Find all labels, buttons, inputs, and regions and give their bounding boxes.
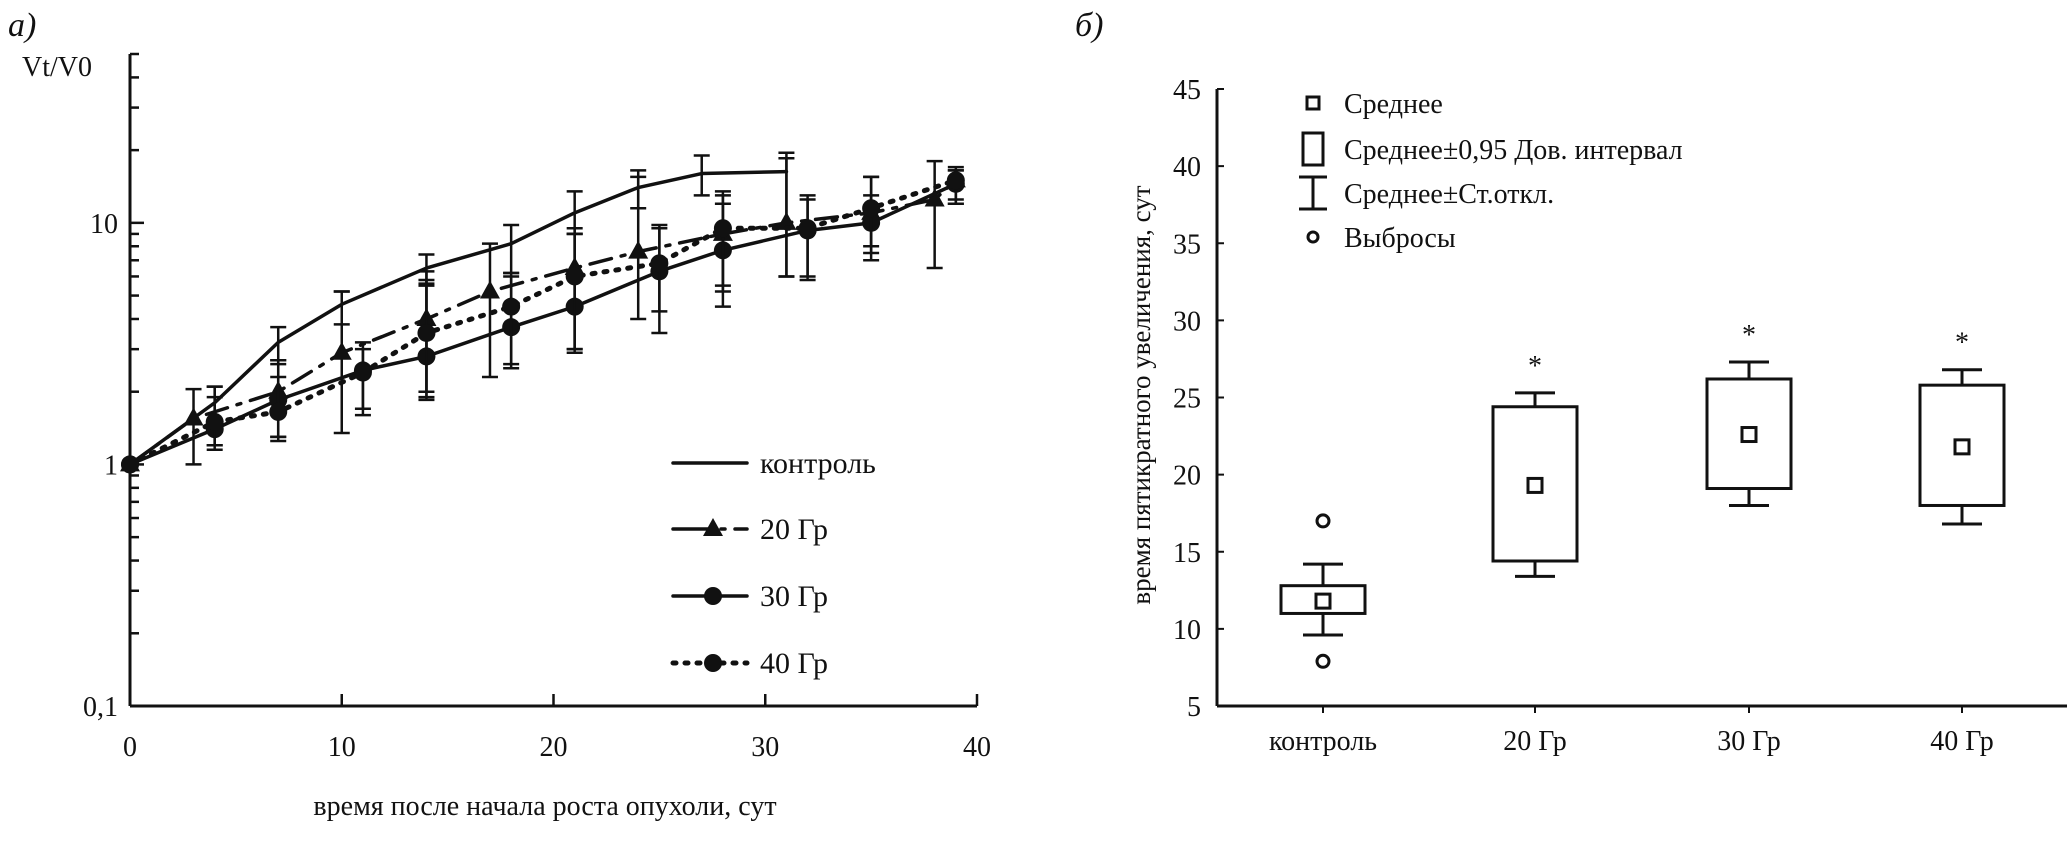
y-tick-label: 0,1 <box>83 692 118 723</box>
panel-a-line-chart: а) Vt/V0 время после начала роста опухол… <box>8 7 991 822</box>
legend-label: 30 Гр <box>760 580 828 613</box>
panel-b-label: б) <box>1075 7 1103 44</box>
data-point <box>798 219 817 238</box>
data-point <box>650 254 669 273</box>
data-point <box>479 280 500 299</box>
x-tick-label: 40 Гр <box>1930 726 1993 757</box>
data-point <box>924 188 945 207</box>
data-point <box>502 297 521 316</box>
data-point <box>353 363 372 382</box>
data-point <box>205 412 224 431</box>
legend-mean-icon <box>1305 95 1321 111</box>
legend-label: контроль <box>760 447 876 480</box>
legend-label: 40 Гр <box>760 647 828 680</box>
series-line <box>128 178 958 467</box>
outlier-marker <box>1315 653 1331 669</box>
series-line <box>128 182 958 467</box>
data-point <box>565 267 584 286</box>
data-point <box>776 211 797 230</box>
outlier-marker <box>1315 513 1331 529</box>
panel-a-ylabel: Vt/V0 <box>22 52 92 83</box>
y-tick-label: 25 <box>1173 384 1201 415</box>
panel-b-ylabel: время пятикратного увеличения, сут <box>1126 185 1156 604</box>
legend-label: Среднее <box>1344 89 1443 120</box>
y-tick-label: 35 <box>1173 229 1201 260</box>
box-1 <box>1279 513 1367 669</box>
data-point <box>331 341 352 360</box>
box-2: * <box>1491 351 1579 578</box>
data-point <box>862 199 881 218</box>
legend-ci-icon <box>1301 131 1325 167</box>
y-tick-label: 15 <box>1173 538 1201 569</box>
legend-label: Выбросы <box>1344 223 1456 254</box>
data-point <box>946 171 965 190</box>
confidence-box <box>1705 377 1793 491</box>
mean-marker <box>1526 476 1544 494</box>
legend-marker <box>704 587 722 605</box>
data-point <box>121 455 139 474</box>
y-tick-label: 20 <box>1173 461 1201 492</box>
significance-asterisk: * <box>1528 351 1542 382</box>
series-2 <box>120 157 966 472</box>
significance-asterisk: * <box>1742 320 1756 351</box>
x-tick-label: контроль <box>1269 726 1377 757</box>
y-tick-label: 10 <box>1173 615 1201 646</box>
mean-marker <box>1740 426 1758 444</box>
series-4 <box>121 169 965 474</box>
y-tick-label: 40 <box>1173 152 1201 183</box>
mean-marker <box>1314 592 1332 610</box>
data-point <box>628 240 649 259</box>
y-tick-label: 1 <box>104 450 118 481</box>
data-point <box>183 407 204 426</box>
data-point <box>713 219 732 238</box>
x-tick-label: 30 <box>751 732 779 763</box>
panel-a-xlabel: время после начала роста опухоли, сут <box>313 791 776 822</box>
x-tick-label: 20 Гр <box>1503 726 1566 757</box>
y-tick-label: 10 <box>90 209 118 240</box>
y-tick-label: 5 <box>1187 692 1201 723</box>
significance-asterisk: * <box>1955 328 1969 359</box>
x-tick-label: 0 <box>123 732 137 763</box>
box-3: * <box>1705 320 1793 507</box>
y-tick-label: 30 <box>1173 306 1201 337</box>
x-tick-label: 40 <box>963 732 991 763</box>
y-tick-label: 45 <box>1173 75 1201 106</box>
panel-a-label: а) <box>8 7 36 44</box>
legend-marker <box>704 654 722 672</box>
legend-label: 20 Гр <box>760 513 828 546</box>
legend-label: Среднее±0,95 Дов. интервал <box>1344 135 1683 166</box>
data-point <box>269 402 288 421</box>
legend-marker <box>703 518 723 536</box>
legend-outlier-icon <box>1306 230 1320 244</box>
x-tick-label: 20 <box>540 732 568 763</box>
box-4: * <box>1918 328 2006 526</box>
mean-marker <box>1953 438 1971 456</box>
data-point <box>417 323 436 342</box>
series-line <box>127 177 959 467</box>
legend-label: Среднее±Ст.откл. <box>1344 179 1554 210</box>
x-tick-label: 30 Гр <box>1717 726 1780 757</box>
x-tick-label: 10 <box>328 732 356 763</box>
panel-b-box-chart: б) время пятикратного увеличения, сут 5 1… <box>1075 7 2067 757</box>
series-line <box>128 169 789 467</box>
